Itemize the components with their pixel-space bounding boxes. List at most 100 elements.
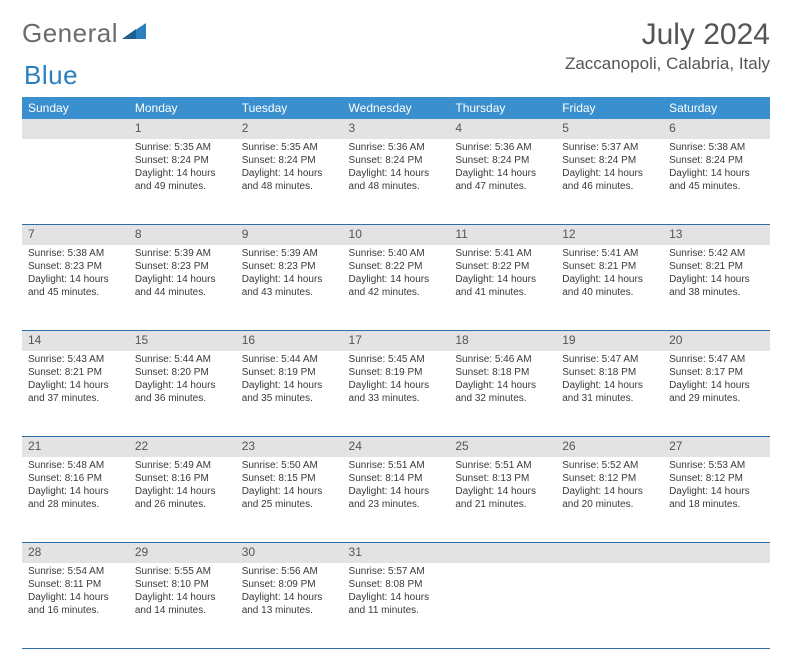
day-cell: Sunrise: 5:40 AMSunset: 8:22 PMDaylight:… [343, 245, 450, 331]
sunset-line: Sunset: 8:19 PM [242, 366, 337, 379]
day-number-cell: 13 [663, 225, 770, 245]
day-cell: Sunrise: 5:43 AMSunset: 8:21 PMDaylight:… [22, 351, 129, 437]
day-cell: Sunrise: 5:38 AMSunset: 8:24 PMDaylight:… [663, 139, 770, 225]
sunrise-line: Sunrise: 5:43 AM [28, 353, 123, 366]
sunset-line: Sunset: 8:24 PM [562, 154, 657, 167]
sunrise-line: Sunrise: 5:51 AM [349, 459, 444, 472]
weekday-header: Sunday [22, 97, 129, 119]
day-cell: Sunrise: 5:39 AMSunset: 8:23 PMDaylight:… [236, 245, 343, 331]
sunrise-line: Sunrise: 5:40 AM [349, 247, 444, 260]
day-content-row: Sunrise: 5:54 AMSunset: 8:11 PMDaylight:… [22, 563, 770, 649]
sunrise-line: Sunrise: 5:45 AM [349, 353, 444, 366]
daylight-line: Daylight: 14 hours and 40 minutes. [562, 273, 657, 299]
sunrise-line: Sunrise: 5:48 AM [28, 459, 123, 472]
day-number-cell: 10 [343, 225, 450, 245]
daylight-line: Daylight: 14 hours and 32 minutes. [455, 379, 550, 405]
day-cell: Sunrise: 5:42 AMSunset: 8:21 PMDaylight:… [663, 245, 770, 331]
day-cell: Sunrise: 5:47 AMSunset: 8:17 PMDaylight:… [663, 351, 770, 437]
daylight-line: Daylight: 14 hours and 35 minutes. [242, 379, 337, 405]
daylight-line: Daylight: 14 hours and 16 minutes. [28, 591, 123, 617]
day-content-row: Sunrise: 5:48 AMSunset: 8:16 PM Daylight:… [22, 457, 770, 543]
calendar-table: SundayMondayTuesdayWednesdayThursdayFrid… [22, 97, 770, 649]
sunset-line: Sunset: 8:10 PM [135, 578, 230, 591]
sunset-line: Sunset: 8:24 PM [669, 154, 764, 167]
day-number-cell: 9 [236, 225, 343, 245]
daylight-line: Daylight: 14 hours and 26 minutes. [135, 485, 230, 511]
day-cell: Sunrise: 5:54 AMSunset: 8:11 PMDaylight:… [22, 563, 129, 649]
sunrise-line: Sunrise: 5:41 AM [455, 247, 550, 260]
daylight-line: Daylight: 14 hours and 45 minutes. [669, 167, 764, 193]
sunrise-line: Sunrise: 5:47 AM [669, 353, 764, 366]
weekday-header: Monday [129, 97, 236, 119]
sunset-line: Sunset: 8:19 PM [349, 366, 444, 379]
sunset-line: Sunset: 8:24 PM [135, 154, 230, 167]
day-number-cell: 11 [449, 225, 556, 245]
sunset-line: Sunset: 8:24 PM [242, 154, 337, 167]
daylight-line: Daylight: 14 hours and 37 minutes. [28, 379, 123, 405]
day-number-cell: 15 [129, 331, 236, 351]
sunrise-line: Sunrise: 5:56 AM [242, 565, 337, 578]
day-number-cell: 14 [22, 331, 129, 351]
weekday-header: Wednesday [343, 97, 450, 119]
day-content-row: Sunrise: 5:43 AMSunset: 8:21 PMDaylight:… [22, 351, 770, 437]
day-number-cell: 12 [556, 225, 663, 245]
sunrise-line: Sunrise: 5:39 AM [135, 247, 230, 260]
day-number-row: 28293031 [22, 543, 770, 563]
sunrise-line: Sunrise: 5:39 AM [242, 247, 337, 260]
day-number-cell: 23 [236, 437, 343, 457]
weekday-header: Friday [556, 97, 663, 119]
day-cell: Sunrise: 5:55 AMSunset: 8:10 PMDaylight:… [129, 563, 236, 649]
day-number-cell: 17 [343, 331, 450, 351]
sunset-line: Sunset: 8:18 PM [562, 366, 657, 379]
day-cell: Sunrise: 5:45 AMSunset: 8:19 PMDaylight:… [343, 351, 450, 437]
daylight-line: Daylight: 14 hours and 20 minutes. [562, 485, 657, 511]
logo-text-blue: Blue [24, 60, 78, 90]
day-cell [663, 563, 770, 649]
sunset-line: Sunset: 8:14 PM [349, 472, 444, 485]
day-cell: Sunrise: 5:37 AMSunset: 8:24 PMDaylight:… [556, 139, 663, 225]
daylight-line: Daylight: 14 hours and 14 minutes. [135, 591, 230, 617]
daylight-line: Daylight: 14 hours and 29 minutes. [669, 379, 764, 405]
day-cell: Sunrise: 5:44 AMSunset: 8:19 PMDaylight:… [236, 351, 343, 437]
daylight-line: Daylight: 14 hours and 18 minutes. [669, 485, 764, 511]
logo-triangle-icon [122, 21, 148, 46]
sunrise-line: Sunrise: 5:55 AM [135, 565, 230, 578]
daylight-line: Daylight: 14 hours and 23 minutes. [349, 485, 444, 511]
day-cell [449, 563, 556, 649]
day-cell: Sunrise: 5:36 AMSunset: 8:24 PMDaylight:… [449, 139, 556, 225]
day-cell: Sunrise: 5:41 AMSunset: 8:22 PMDaylight:… [449, 245, 556, 331]
daylight-line: Daylight: 14 hours and 38 minutes. [669, 273, 764, 299]
sunrise-line: Sunrise: 5:47 AM [562, 353, 657, 366]
day-number-cell: 4 [449, 119, 556, 139]
sunrise-line: Sunrise: 5:57 AM [349, 565, 444, 578]
day-number-cell: 30 [236, 543, 343, 563]
day-number-row: 78910111213 [22, 225, 770, 245]
daylight-line: Daylight: 14 hours and 49 minutes. [135, 167, 230, 193]
daylight-line: Daylight: 14 hours and 25 minutes. [242, 485, 337, 511]
sunset-line: Sunset: 8:22 PM [349, 260, 444, 273]
day-cell [556, 563, 663, 649]
sunset-line: Sunset: 8:09 PM [242, 578, 337, 591]
daylight-line: Daylight: 14 hours and 41 minutes. [455, 273, 550, 299]
sunset-line: Sunset: 8:16 PM [28, 472, 123, 485]
daylight-line: Daylight: 14 hours and 42 minutes. [349, 273, 444, 299]
day-cell: Sunrise: 5:44 AMSunset: 8:20 PMDaylight:… [129, 351, 236, 437]
day-cell: Sunrise: 5:48 AMSunset: 8:16 PMDaylight:… [22, 457, 129, 543]
day-cell: Sunrise: 5:57 AMSunset: 8:08 PMDaylight:… [343, 563, 450, 649]
daylight-line: Daylight: 14 hours and 13 minutes. [242, 591, 337, 617]
day-number-row: 21222324252627 [22, 437, 770, 457]
day-cell: Sunrise: 5:53 AMSunset: 8:12 PMDaylight:… [663, 457, 770, 543]
day-cell: Sunrise: 5:35 AMSunset: 8:24 PMDaylight:… [236, 139, 343, 225]
sunrise-line: Sunrise: 5:44 AM [242, 353, 337, 366]
day-cell: Sunrise: 5:46 AMSunset: 8:18 PMDaylight:… [449, 351, 556, 437]
day-cell: Sunrise: 5:49 AMSunset: 8:16 PMDaylight:… [129, 457, 236, 543]
weekday-header: Thursday [449, 97, 556, 119]
day-number-cell: 19 [556, 331, 663, 351]
day-number-cell: 22 [129, 437, 236, 457]
day-cell: Sunrise: 5:50 AMSunset: 8:15 PMDaylight:… [236, 457, 343, 543]
sunset-line: Sunset: 8:21 PM [562, 260, 657, 273]
daylight-line: Daylight: 14 hours and 44 minutes. [135, 273, 230, 299]
day-cell: Sunrise: 5:35 AMSunset: 8:24 PMDaylight:… [129, 139, 236, 225]
day-number-cell: 3 [343, 119, 450, 139]
sunrise-line: Sunrise: 5:54 AM [28, 565, 123, 578]
